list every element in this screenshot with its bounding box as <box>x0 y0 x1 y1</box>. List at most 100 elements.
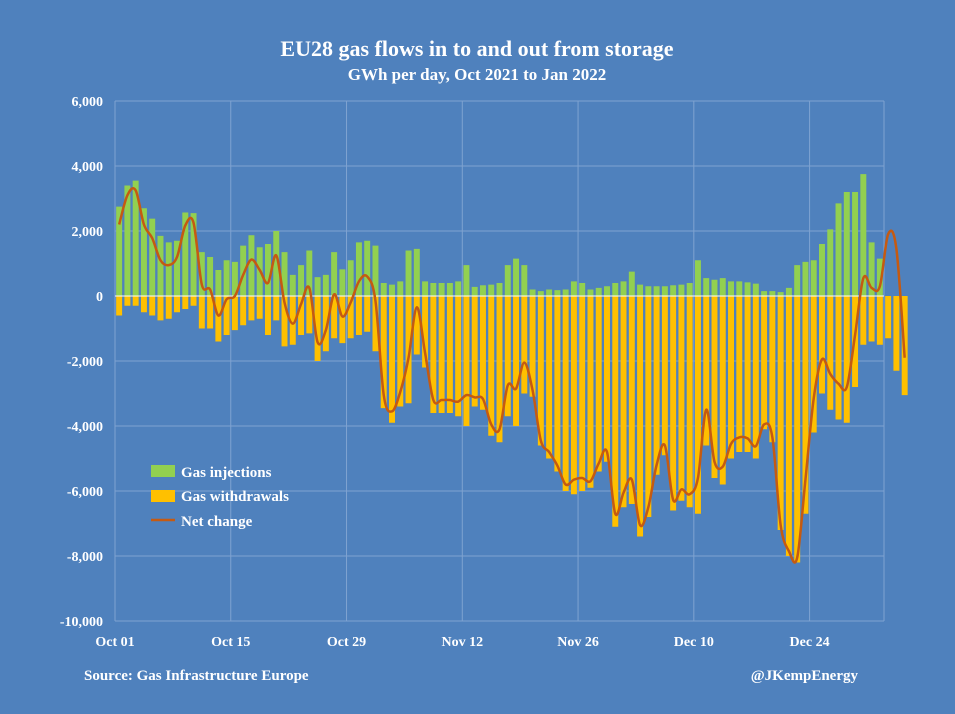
bar-withdrawal <box>422 296 429 368</box>
bar-injection <box>752 283 759 296</box>
legend-label-injections: Gas injections <box>181 465 272 481</box>
bar-injection <box>355 242 362 296</box>
bar-withdrawal <box>711 296 718 478</box>
bar-injection <box>661 286 668 296</box>
bar-injection <box>463 265 470 296</box>
bar-injection <box>637 284 644 296</box>
bar-injection <box>579 283 586 296</box>
x-tick-label: Nov 26 <box>557 635 599 650</box>
bar-withdrawal <box>124 296 131 306</box>
bar-withdrawal <box>744 296 751 452</box>
bar-withdrawal <box>694 296 701 514</box>
bar-injection <box>496 283 503 296</box>
bar-injection <box>521 265 528 296</box>
bar-injection <box>777 292 784 296</box>
bar-withdrawal <box>264 296 271 335</box>
bar-injection <box>364 240 371 296</box>
bar-injection <box>198 252 205 296</box>
bar-injection <box>761 291 768 296</box>
bar-withdrawal <box>496 296 503 443</box>
bar-injection <box>785 287 792 296</box>
bar-injection <box>174 240 180 296</box>
bar-withdrawal <box>479 296 486 410</box>
bar-withdrawal <box>298 296 305 335</box>
bar-withdrawal <box>819 296 825 394</box>
bar-withdrawal <box>570 296 577 495</box>
bar-injection <box>165 242 172 296</box>
x-tick-label: Dec 10 <box>674 635 714 650</box>
withdrawals-bars <box>116 296 908 563</box>
bar-injection <box>620 281 627 296</box>
bar-injection <box>504 265 511 296</box>
bar-injection <box>513 258 520 296</box>
bar-withdrawal <box>347 296 354 339</box>
bar-injection <box>314 277 321 296</box>
bar-withdrawal <box>860 296 867 345</box>
bar-injection <box>810 260 817 296</box>
legend-label-net-change: Net change <box>181 514 253 530</box>
bar-withdrawal <box>802 296 809 514</box>
source-note: Source: Gas Infrastructure Europe <box>84 668 309 684</box>
bar-injection <box>604 286 610 296</box>
y-tick-label: -2,000 <box>67 355 103 370</box>
bar-withdrawal <box>207 296 214 329</box>
x-tick-label: Oct 15 <box>211 635 250 650</box>
x-tick-label: Oct 01 <box>95 635 134 650</box>
bar-injection <box>645 286 652 296</box>
bar-withdrawal <box>876 296 883 345</box>
x-tick-label: Nov 12 <box>441 635 483 650</box>
bar-injection <box>769 291 776 296</box>
bar-injection <box>529 289 536 296</box>
bar-injection <box>339 269 346 296</box>
bar-withdrawal <box>537 296 544 446</box>
bar-withdrawal <box>785 296 792 556</box>
bar-withdrawal <box>686 296 693 508</box>
bar-withdrawal <box>372 296 379 352</box>
bar-injection <box>852 192 859 296</box>
bar-injection <box>719 278 726 296</box>
bar-withdrawal <box>595 296 602 472</box>
bar-injection <box>678 284 685 296</box>
bar-injection <box>223 260 230 296</box>
bar-injection <box>389 284 395 296</box>
bar-injection <box>140 208 147 296</box>
bar-withdrawal <box>389 296 395 423</box>
x-tick-label: Oct 29 <box>327 635 366 650</box>
bar-injection <box>413 248 420 296</box>
bar-injection <box>322 274 329 296</box>
bar-withdrawal <box>446 296 453 413</box>
y-tick-label: 2,000 <box>72 225 104 240</box>
bar-withdrawal <box>628 296 635 504</box>
bar-injection <box>380 283 387 296</box>
bar-withdrawal <box>116 296 123 316</box>
bar-injection <box>116 206 123 296</box>
bar-injection <box>728 281 735 296</box>
bar-withdrawal <box>438 296 445 413</box>
bar-injection <box>446 283 453 296</box>
bar-injection <box>876 258 883 296</box>
bar-injection <box>546 289 553 296</box>
legend-swatch-withdrawals <box>151 490 175 502</box>
bar-injection <box>157 235 164 296</box>
legend-label-withdrawals: Gas withdrawals <box>181 489 289 505</box>
bar-withdrawal <box>380 296 387 409</box>
bar-injection <box>612 283 619 296</box>
bar-injection <box>570 281 577 296</box>
bar-withdrawal <box>546 296 553 459</box>
bar-withdrawal <box>364 296 371 332</box>
bar-injection <box>471 286 478 296</box>
bar-withdrawal <box>719 296 726 485</box>
net-change-line-layer <box>117 187 906 564</box>
bar-withdrawal <box>198 296 205 329</box>
bar-withdrawal <box>728 296 735 459</box>
bar-injection <box>132 180 139 296</box>
bar-withdrawal <box>231 296 238 331</box>
bar-withdrawal <box>604 296 610 462</box>
bar-withdrawal <box>215 296 222 342</box>
bar-withdrawal <box>827 296 834 410</box>
y-axis-tick-labels: 6,000 4,000 2,000 0 -2,000 -4,000 -6,000 -8,000… <box>60 95 103 630</box>
bar-withdrawal <box>670 296 677 511</box>
bar-withdrawal <box>273 296 280 321</box>
